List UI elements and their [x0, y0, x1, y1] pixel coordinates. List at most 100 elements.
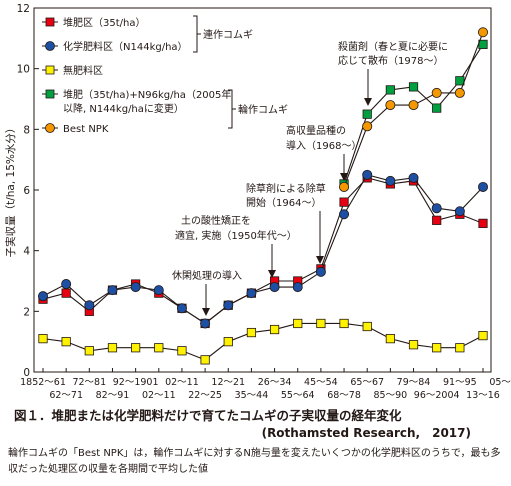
x-tick-label-upper-1: 72～81 [72, 377, 106, 388]
series-4-point-16 [408, 100, 419, 111]
legend-bracket-continuous [193, 15, 201, 53]
series-1-point-13 [339, 209, 350, 220]
series-1-point-12 [315, 266, 326, 277]
annotation-fallow-text: 休閑処理の導入 [172, 269, 242, 282]
series-0-point-13 [339, 197, 349, 207]
legend-item-manure-n: 堆肥（35t/ha)+N96kg/ha（2005年 以降, N144kg/haに… [42, 88, 231, 115]
series-3-point-16 [408, 82, 419, 92]
series-2-point-10 [269, 324, 280, 335]
annotation-herbicide-arrowhead [316, 256, 324, 264]
annotation-fallow: 休閑処理の導入 [172, 269, 242, 316]
y-tick-label-10: 10 [17, 64, 30, 76]
x-tick-label-lower-8: 96～2004 [414, 390, 460, 400]
x-tick-label-lower-9: 13～16 [466, 390, 500, 400]
x-tick-label-lower-1: 82～91 [96, 390, 130, 400]
x-tick-label-upper-4: 12～21 [211, 377, 245, 388]
annotations: 休閑処理の導入 土の酸性矯正を 適宜, 実施（1950年代～） 除草剤による除草… [172, 40, 448, 316]
series-1-point-17 [431, 203, 442, 214]
legend: 堆肥区（35t/ha） 化学肥料区（N144kg/ha） 無肥料区 連作コムギ … [42, 15, 288, 135]
x-tick-label-upper-10: 05～12 [489, 377, 511, 388]
legend-item-manure: 堆肥区（35t/ha） [42, 17, 145, 29]
x-tick-label-lower-6: 68～78 [327, 390, 361, 400]
series-2-point-18 [455, 343, 465, 353]
x-tick-label-lower-2: 02～11 [142, 390, 176, 400]
series-2-point-2 [84, 346, 94, 356]
annotation-soil-text-1: 土の酸性矯正を [181, 214, 251, 227]
y-tick-label-6: 6 [23, 185, 30, 197]
x-tick-label-upper-7: 65～67 [350, 377, 384, 388]
series-4-point-15 [385, 100, 396, 111]
y-tick-label-12: 12 [17, 3, 30, 15]
x-tick-label-upper-5: 26～34 [258, 377, 292, 388]
x-tick-label-upper-8: 79～84 [397, 377, 431, 388]
series-1-point-9 [246, 288, 257, 299]
series-2-point-0 [38, 334, 48, 344]
x-tick-label-upper-0: 1852～61 [20, 377, 66, 388]
x-tick-label-upper-3: 02～11 [165, 377, 199, 388]
series-2-point-17 [432, 343, 442, 353]
annotation-variety-text-2: 導入（1968～） [286, 139, 361, 152]
y-tick-label-2: 2 [23, 306, 30, 318]
legend-marker-manure [45, 17, 55, 27]
series-2-point-6 [177, 346, 187, 356]
series-2-point-14 [362, 321, 372, 332]
series-3-point-15 [385, 85, 395, 95]
series-2-point-15 [385, 334, 395, 344]
annotation-variety-arrowhead [340, 173, 348, 181]
series-1-point-8 [223, 300, 234, 311]
series-2-point-8 [223, 337, 233, 347]
x-tick-label-lower-0: 62～71 [49, 390, 83, 400]
legend-bracket-rotation [228, 89, 236, 129]
series-3-point-17 [432, 103, 442, 113]
legend-group-rotation: 輪作コムギ [238, 103, 288, 116]
figure-caption-title: 図１．堆肥または化学肥料だけで育てたコムギの子実収量の経年変化 [14, 408, 402, 423]
series-2-point-9 [246, 327, 257, 338]
x-tick-label-lower-7: 85～90 [374, 390, 408, 400]
legend-label-chemical: 化学肥料区（N144kg/ha） [63, 40, 188, 53]
series-1-point-6 [176, 303, 187, 314]
wheat-yield-chart: 0 2 4 6 8 10 12 1852～61 72～81 92～1901 02～11 12～21 2… [4, 3, 511, 400]
x-tick-label-upper-9: 91～95 [443, 377, 477, 388]
y-axis-label: 子実収量（t/ha, 15%水分） [4, 123, 17, 258]
x-tick-label-upper-6: 45～54 [304, 377, 338, 388]
annotation-soil-arrowhead [268, 270, 276, 278]
annotation-herbicide-text-1: 除草剤による除草 [246, 182, 326, 195]
annotation-herbicide: 除草剤による除草 開始（1964～） [246, 182, 326, 264]
series-2-point-3 [107, 343, 118, 353]
series-1-point-10 [269, 282, 280, 293]
series-1-point-4 [130, 282, 141, 293]
legend-label-manure-n-2: 以降, N144kg/haに変更） [63, 102, 184, 115]
y-tick-label-0: 0 [23, 367, 30, 379]
series-4-point-17 [431, 87, 442, 98]
series-2-point-16 [408, 340, 419, 350]
figure-caption-note: 輪作コムギの「Best NPK」は，輪作コムギに対するN施与量を変えたいくつかの… [8, 448, 501, 475]
series-2-point-1 [61, 337, 71, 347]
legend-marker-best-npk [45, 123, 55, 133]
series-1-point-15 [385, 175, 396, 186]
legend-label-manure-n-1: 堆肥（35t/ha)+N96kg/ha（2005年 [63, 88, 231, 101]
series-1-point-1 [61, 279, 72, 290]
annotation-variety: 高収量品種の 導入（1968～） [286, 124, 361, 181]
annotation-soil: 土の酸性矯正を 適宜, 実施（1950年代～） [175, 214, 297, 278]
annotation-soil-text-2: 適宜, 実施（1950年代～） [175, 229, 297, 242]
x-tick-label-lower-5: 55～64 [281, 390, 315, 400]
x-tick-label-upper-2: 92～1901 [113, 377, 159, 388]
legend-marker-unfertilized [45, 65, 55, 75]
legend-label-best-npk: Best NPK [63, 124, 109, 135]
series-1-point-19 [477, 181, 488, 192]
x-axis: 1852～61 72～81 92～1901 02～11 12～21 26～34 45～54 6… [20, 368, 511, 400]
legend-group-continuous: 連作コムギ [203, 28, 253, 41]
legend-item-chemical: 化学肥料区（N144kg/ha） [42, 40, 188, 53]
series-1-point-18 [454, 206, 465, 217]
annotation-variety-text-1: 高収量品種の [286, 124, 346, 137]
series-2-point-7 [200, 355, 210, 365]
series-1 [38, 169, 488, 329]
legend-item-best-npk: Best NPK [42, 123, 109, 135]
annotation-fallow-arrowhead [202, 308, 210, 316]
series-0-point-1 [61, 288, 71, 298]
legend-item-unfertilized: 無肥料区 [42, 64, 103, 77]
series-2-point-5 [154, 343, 164, 353]
annotation-fungicide: 殺菌剤（春と夏に必要に 応じて散布（1978～） [338, 40, 448, 106]
y-axis: 0 2 4 6 8 10 12 [17, 3, 39, 379]
series-2 [38, 318, 488, 365]
